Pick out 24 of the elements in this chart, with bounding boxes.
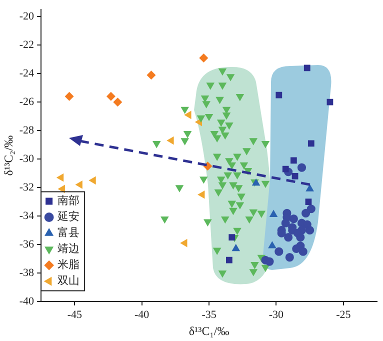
- y-tick-label: -30: [19, 152, 35, 165]
- y-tick-label: -34: [19, 210, 35, 222]
- x-tick-label: -25: [336, 308, 352, 321]
- x-tick-label: -35: [202, 308, 217, 321]
- legend-label: 延安: [56, 210, 80, 224]
- legend-label: 南部: [58, 194, 80, 208]
- y-tick-label: -26: [19, 96, 35, 108]
- y-axis-title: δ¹³C₂/‰: [1, 135, 16, 176]
- y-tick-label: -40: [19, 295, 35, 308]
- y-tick-label: -38: [19, 266, 35, 279]
- y-tick-label: -32: [19, 181, 34, 194]
- legend-label: 富县: [58, 226, 80, 240]
- x-tick-label: -30: [268, 308, 284, 321]
- y-tick-label: -36: [19, 238, 35, 250]
- y-tick-label: -28: [19, 124, 35, 136]
- y-tick-label: -24: [19, 68, 35, 80]
- x-tick-label: -45: [67, 308, 82, 321]
- x-tick-label: -40: [134, 308, 150, 321]
- x-axis-title: δ¹³C₁/‰: [188, 324, 230, 338]
- legend-label: 米脂: [58, 258, 80, 272]
- y-tick-label: -20: [19, 10, 35, 23]
- legend-label: 双山: [58, 274, 80, 288]
- y-tick-label: -22: [19, 39, 34, 52]
- legend-label: 靖边: [58, 242, 80, 256]
